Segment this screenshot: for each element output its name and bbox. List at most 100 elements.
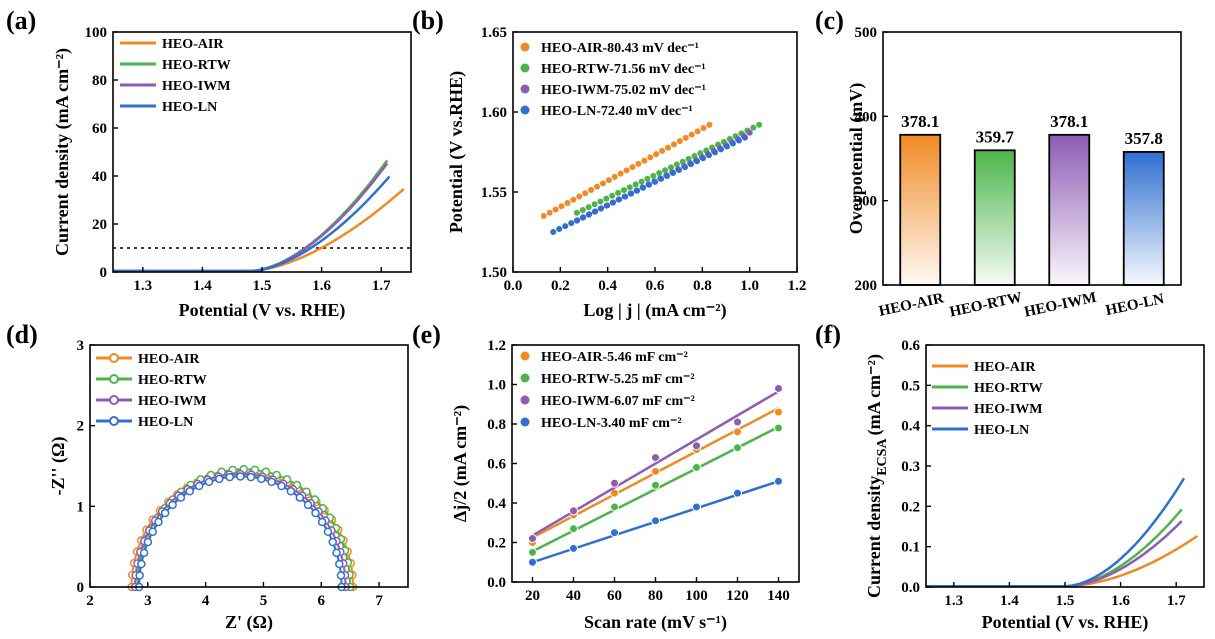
data-point <box>194 481 204 491</box>
y-tick-label: 2 <box>77 419 85 435</box>
legend-marker <box>520 417 530 427</box>
data-point <box>628 190 635 197</box>
data-point <box>670 170 677 176</box>
x-tick-label: 40 <box>566 588 581 604</box>
y-tick-label: 60 <box>92 121 107 137</box>
data-point <box>139 548 149 558</box>
series-line <box>130 471 355 588</box>
data-point <box>616 196 623 203</box>
data-point <box>638 178 645 185</box>
data-point <box>676 138 683 145</box>
legend-label: HEO-AIR <box>974 360 1036 375</box>
data-point <box>650 172 657 179</box>
data-point <box>562 223 569 230</box>
y-tick-label: 500 <box>855 25 878 41</box>
bar-value-label: 378.1 <box>901 112 939 131</box>
y-tick-label: 1.60 <box>481 105 507 121</box>
series-line-heo-rtw <box>926 508 1183 588</box>
y-tick-label: 400 <box>855 109 878 125</box>
data-point <box>705 152 712 159</box>
data-point <box>176 493 186 502</box>
chart-a: 0 20 40 60 80 100 1.3 1.4 1.5 1.6 1.7 (a) HEO-AIR HEO… <box>6 6 412 321</box>
x-axis-title: Log | j | (mA cm⁻²) <box>583 300 726 321</box>
data-point <box>570 196 577 203</box>
data-point <box>723 143 730 150</box>
x-tick-label: 0.4 <box>598 278 617 294</box>
data-point <box>335 559 344 569</box>
data-point <box>569 524 578 534</box>
data-point <box>692 502 701 512</box>
y-axis-title: Overpotential (mV) <box>846 83 867 234</box>
x-tick-label: 60 <box>607 588 622 604</box>
data-point <box>148 527 157 536</box>
data-point <box>733 488 742 498</box>
data-point <box>528 557 537 567</box>
y-tick-label: 0 <box>100 265 108 281</box>
y-axis-title-unit: (mA cm⁻²) <box>864 354 885 435</box>
data-point <box>651 516 660 526</box>
data-point <box>750 124 757 131</box>
plot-frame <box>112 31 412 273</box>
bar-heo-air <box>899 133 942 286</box>
y-tick-label: 100 <box>85 25 108 41</box>
legend-label: HEO-LN <box>974 423 1029 438</box>
data-point <box>328 537 338 547</box>
legend-label: HEO-LN <box>138 415 193 430</box>
y-axis-title-sub: ECSA <box>875 438 890 476</box>
x-tick-label: 80 <box>648 588 663 604</box>
data-point <box>295 493 305 502</box>
data-point <box>582 190 589 197</box>
data-point <box>215 474 224 484</box>
x-tick-label: 1.4 <box>193 278 212 294</box>
series-line-heo-ln <box>113 175 391 273</box>
y-tick-label: 0.2 <box>487 536 506 552</box>
x-axis-title: Potential (V vs. RHE) <box>179 300 346 321</box>
data-point <box>143 537 153 547</box>
data-point <box>556 226 563 233</box>
data-point <box>336 571 346 580</box>
chart-b: 1.50 1.55 1.60 1.65 0.0 0.2 0.4 0.6 0.8 1.0 1.2 (b)… <box>412 6 806 321</box>
data-point <box>662 167 669 174</box>
data-point <box>646 181 653 188</box>
y-axis-title: Δj/2 (mA cm⁻²) <box>450 405 471 522</box>
data-point <box>317 517 327 527</box>
x-tick-label: 120 <box>726 588 749 604</box>
data-point <box>599 180 606 187</box>
data-point <box>594 183 601 190</box>
data-point <box>610 488 619 498</box>
legend-marker <box>109 395 119 405</box>
y-axis-title: Current density (mA cm⁻²) <box>52 48 73 256</box>
data-point <box>236 472 245 481</box>
x-tick-label: 7 <box>375 593 383 609</box>
data-point <box>626 184 633 191</box>
data-point <box>528 547 537 557</box>
legend-label: HEO-RTW-5.25 mF cm⁻² <box>541 372 695 387</box>
series-line-heo-ln <box>926 477 1186 588</box>
x-axis-title: Z' (Ω) <box>225 612 273 633</box>
data-point <box>611 173 618 180</box>
y-tick-label: 40 <box>92 169 107 185</box>
y-tick-label: 0.5 <box>901 378 920 394</box>
legend-marker <box>520 373 530 383</box>
data-point <box>137 559 146 569</box>
data-point <box>644 175 651 182</box>
data-point <box>735 137 742 144</box>
data-point <box>706 121 713 128</box>
data-point <box>729 140 736 147</box>
x-axis-title: Potential (V vs. RHE) <box>982 612 1149 633</box>
data-point <box>658 175 665 182</box>
data-point <box>692 441 701 451</box>
x-tick-label: 1.6 <box>1111 593 1130 609</box>
data-point <box>332 548 341 558</box>
data-point <box>568 220 575 227</box>
bar-value-label: 357.8 <box>1125 129 1163 148</box>
panel-label: (a) <box>6 6 36 35</box>
data-point <box>246 472 256 482</box>
data-point <box>670 141 677 148</box>
data-point <box>185 487 194 496</box>
legend-label: HEO-AIR-5.46 mF cm⁻² <box>541 350 688 365</box>
legend-label: HEO-IWM <box>138 394 206 409</box>
legend-marker <box>520 42 530 52</box>
x-tick-label: 100 <box>685 588 708 604</box>
legend-marker <box>520 63 530 73</box>
